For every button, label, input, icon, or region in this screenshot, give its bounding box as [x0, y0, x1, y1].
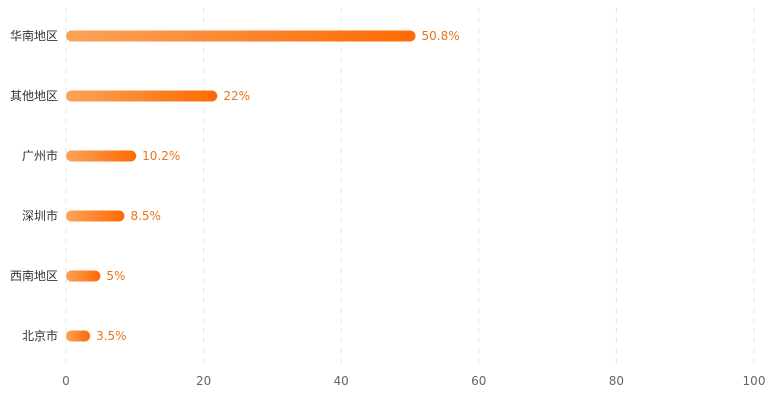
x-axis: 0 20 40 60 80 100	[62, 374, 765, 388]
x-tick-label: 60	[471, 374, 486, 388]
bar	[66, 270, 101, 282]
x-tick-label: 40	[334, 374, 349, 388]
category-label: 广州市	[22, 148, 58, 163]
value-label: 50.8%	[422, 29, 460, 43]
value-label: 5%	[106, 269, 125, 283]
value-label: 22%	[223, 89, 250, 103]
category-label: 华南地区	[10, 28, 58, 43]
category-label: 西南地区	[10, 268, 58, 283]
value-label: 3.5%	[96, 329, 127, 343]
value-label: 8.5%	[130, 209, 161, 223]
bar	[66, 90, 218, 102]
bar	[66, 150, 137, 162]
x-tick-label: 100	[743, 374, 766, 388]
category-label: 其他地区	[10, 89, 58, 103]
category-label: 北京市	[22, 328, 58, 343]
x-tick-label: 20	[196, 374, 211, 388]
bar	[66, 30, 416, 42]
x-tick-label: 80	[609, 374, 624, 388]
x-tick-label: 0	[62, 374, 70, 388]
gridlines	[65, 8, 755, 366]
value-label: 10.2%	[142, 149, 180, 163]
bar	[66, 210, 125, 222]
bar	[66, 330, 91, 342]
bars	[66, 30, 416, 342]
category-label: 深圳市	[22, 208, 58, 223]
labels: 华南地区 50.8% 其他地区 22% 广州市 10.2% 深圳市 8.5% 西南地区 5% 北京市…	[10, 28, 460, 343]
